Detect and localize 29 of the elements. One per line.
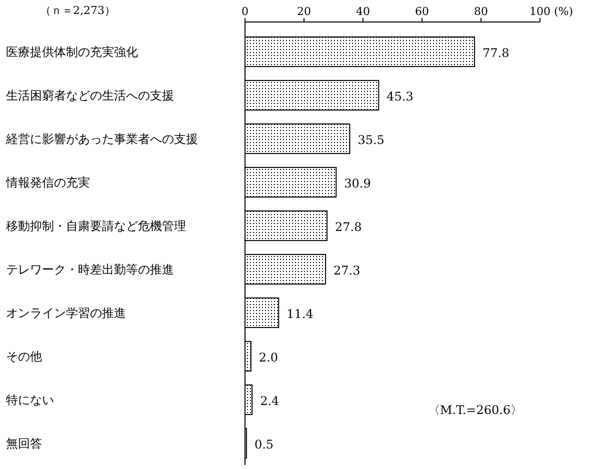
data-label: 27.8 [335, 220, 362, 234]
y-tick-label: その他 [6, 349, 42, 364]
y-tick-label: テレワーク・時差出勤等の推進 [6, 262, 174, 276]
data-label: 2.0 [258, 350, 278, 364]
x-tick-label: 40 [356, 5, 370, 18]
data-label: 35.5 [358, 132, 384, 147]
y-tick-label: 医療提供体制の充実強化 [6, 44, 138, 59]
data-label: 45.3 [386, 89, 414, 104]
y-tick-label: 無回答 [6, 436, 42, 450]
data-label: 2.4 [260, 394, 280, 408]
data-label: 77.8 [482, 46, 510, 60]
y-tick-label: 生活困窮者などの生活への支援 [6, 88, 174, 102]
x-axis-title: (%) [554, 5, 574, 18]
data-label: 30.9 [344, 176, 371, 190]
x-tick-label: 100 [530, 5, 550, 18]
y-tick-label: 移動抑制・自粛要請など危機管理 [6, 218, 186, 233]
annotation: 〈M.T.=260.6〉 [428, 403, 523, 417]
x-tick-label: 80 [474, 5, 488, 18]
y-tick-label: 情報発信の充実 [5, 175, 90, 190]
text: （ｎ＝2,273） [40, 4, 116, 17]
y-tick-label: オンライン学習の推進 [6, 306, 126, 320]
y-tick-label: 特にない [6, 392, 54, 407]
data-label: 0.5 [254, 437, 274, 452]
data-label: 11.4 [286, 306, 314, 321]
y-tick-label: 経営に影響があった事業者への支援 [5, 132, 198, 146]
x-tick-label: 20 [297, 5, 311, 18]
data-label: 27.3 [334, 263, 360, 278]
x-tick-label: 0 [242, 5, 248, 18]
x-tick-label: 60 [415, 5, 429, 18]
